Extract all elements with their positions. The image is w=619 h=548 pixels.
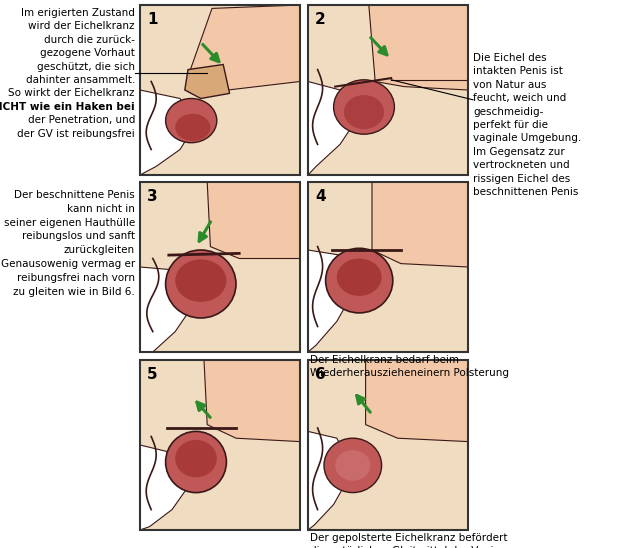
Polygon shape xyxy=(369,5,468,90)
Text: intakten Penis ist: intakten Penis ist xyxy=(473,66,563,76)
Text: 2: 2 xyxy=(315,12,326,27)
Text: Genausowenig vermag er: Genausowenig vermag er xyxy=(1,259,135,269)
Text: reibungsfrei nach vorn: reibungsfrei nach vorn xyxy=(17,273,135,283)
Polygon shape xyxy=(207,182,300,259)
Ellipse shape xyxy=(344,95,384,129)
Text: Die Eichel des: Die Eichel des xyxy=(473,53,547,63)
Text: Der beschnittene Penis: Der beschnittene Penis xyxy=(14,190,135,200)
Bar xyxy=(308,182,468,352)
Text: 3: 3 xyxy=(147,189,158,204)
Text: NICHT wie ein Haken bei: NICHT wie ein Haken bei xyxy=(0,102,135,112)
Text: 4: 4 xyxy=(315,189,326,204)
Ellipse shape xyxy=(166,431,227,493)
Text: perfekt für die: perfekt für die xyxy=(473,120,548,130)
Text: 1: 1 xyxy=(147,12,157,27)
Text: rissigen Eichel des: rissigen Eichel des xyxy=(473,174,570,184)
Polygon shape xyxy=(366,360,468,442)
Ellipse shape xyxy=(326,248,393,313)
Bar xyxy=(140,182,300,352)
Text: der GV ist reibungsfrei: der GV ist reibungsfrei xyxy=(17,129,135,139)
Ellipse shape xyxy=(175,114,210,141)
Text: seiner eigenen Hauthülle: seiner eigenen Hauthülle xyxy=(4,218,135,227)
Polygon shape xyxy=(204,360,300,442)
Ellipse shape xyxy=(324,438,381,493)
Text: zurückgleiten: zurückgleiten xyxy=(64,245,135,255)
Polygon shape xyxy=(185,65,230,99)
Polygon shape xyxy=(308,431,353,530)
Text: Der Eichelkranz bedarf beim: Der Eichelkranz bedarf beim xyxy=(310,355,459,365)
Text: geschmeidig-: geschmeidig- xyxy=(473,107,543,117)
Bar xyxy=(308,360,468,530)
Text: gezogene Vorhaut: gezogene Vorhaut xyxy=(40,48,135,58)
Bar xyxy=(140,5,300,175)
Polygon shape xyxy=(308,250,356,352)
Text: reibungslos und sanft: reibungslos und sanft xyxy=(22,231,135,242)
Text: Wiederherauszieheneinern Polsterung: Wiederherauszieheneinern Polsterung xyxy=(310,368,509,379)
Text: dahinter ansammelt.: dahinter ansammelt. xyxy=(25,75,135,85)
Text: die natürlichen Gleitmittel der Vagina: die natürlichen Gleitmittel der Vagina xyxy=(310,546,506,548)
Text: durch die zurück-: durch die zurück- xyxy=(44,35,135,45)
Bar xyxy=(140,182,300,352)
Text: Im erigierten Zustand: Im erigierten Zustand xyxy=(21,8,135,18)
Text: vaginale Umgebung.: vaginale Umgebung. xyxy=(473,133,581,144)
Text: der Penetration, und: der Penetration, und xyxy=(28,115,135,125)
Text: 5: 5 xyxy=(147,367,158,382)
Text: 6: 6 xyxy=(315,367,326,382)
Ellipse shape xyxy=(166,250,236,318)
Bar xyxy=(308,182,468,352)
Text: wird der Eichelkranz: wird der Eichelkranz xyxy=(28,21,135,31)
Polygon shape xyxy=(372,182,468,267)
Ellipse shape xyxy=(337,259,381,296)
Text: Im Gegensatz zur: Im Gegensatz zur xyxy=(473,147,565,157)
Bar xyxy=(140,5,300,175)
Ellipse shape xyxy=(175,440,217,477)
Polygon shape xyxy=(140,90,196,175)
Text: geschützt, die sich: geschützt, die sich xyxy=(37,61,135,72)
Bar xyxy=(308,360,468,530)
Polygon shape xyxy=(140,445,191,530)
Bar xyxy=(308,5,468,175)
Text: kann nicht in: kann nicht in xyxy=(67,204,135,214)
Ellipse shape xyxy=(335,450,370,481)
Text: feucht, weich und: feucht, weich und xyxy=(473,93,566,103)
Polygon shape xyxy=(140,267,196,352)
Text: So wirkt der Eichelkranz: So wirkt der Eichelkranz xyxy=(9,88,135,99)
Polygon shape xyxy=(188,5,300,90)
Ellipse shape xyxy=(334,80,394,134)
Text: von Natur aus: von Natur aus xyxy=(473,80,547,90)
Bar xyxy=(140,360,300,530)
Text: beschnittenen Penis: beschnittenen Penis xyxy=(473,187,578,197)
Bar xyxy=(308,5,468,175)
Ellipse shape xyxy=(175,259,227,302)
Text: Der gepolsterte Eichelkranz befördert: Der gepolsterte Eichelkranz befördert xyxy=(310,533,508,543)
Bar xyxy=(140,360,300,530)
Text: zu gleiten wie in Bild 6.: zu gleiten wie in Bild 6. xyxy=(13,287,135,296)
Text: vertrockneten und: vertrockneten und xyxy=(473,160,569,170)
Polygon shape xyxy=(308,82,359,175)
Ellipse shape xyxy=(166,99,217,142)
